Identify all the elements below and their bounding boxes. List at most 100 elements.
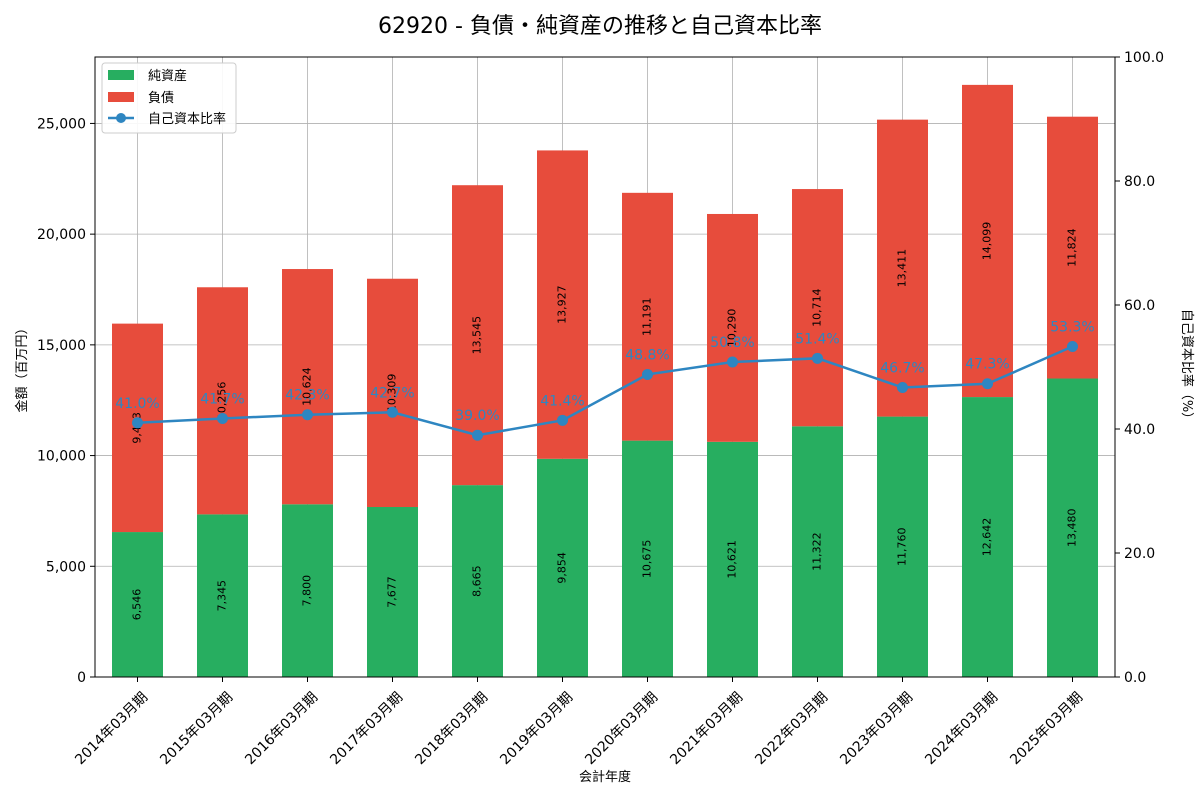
ratio-value-label: 42.3%: [285, 388, 329, 404]
ratio-point: [557, 414, 568, 426]
bar-net-assets: [197, 514, 248, 677]
legend-swatch-ratio-marker: [116, 113, 126, 123]
bar-value-label-net-assets: 7,677: [386, 576, 399, 608]
chart-title: 62920 - 負債・純資産の推移と自己資本比率: [378, 14, 822, 39]
bar-net-assets: [282, 504, 333, 677]
bar-liabilities: [877, 119, 928, 417]
bar-value-label-net-assets: 8,665: [471, 565, 484, 597]
ratio-value-label: 41.7%: [200, 391, 244, 407]
bar-liabilities: [962, 84, 1013, 398]
ratio-value-label: 39.0%: [455, 408, 499, 424]
bar-net-assets: [112, 532, 163, 677]
x-axis-label: 会計年度: [579, 769, 631, 785]
bar-liabilities: [622, 192, 673, 441]
bar-value-label-net-assets: 12,642: [981, 518, 994, 557]
bar-value-label-net-assets: 7,800: [301, 575, 314, 607]
ratio-value-label: 51.4%: [795, 331, 839, 347]
bar-value-label-net-assets: 9,854: [556, 552, 569, 584]
legend-box: [101, 62, 237, 134]
y-tick-label: 0: [77, 670, 86, 686]
ratio-value-label: 50.8%: [710, 335, 754, 351]
x-tick-label: 2024年03月期: [922, 689, 1001, 768]
x-tick-label: 2020年03月期: [582, 689, 661, 768]
bar-value-label-net-assets: 11,760: [896, 528, 909, 567]
bar-liabilities: [367, 278, 418, 508]
bar-value-label-net-assets: 11,322: [811, 532, 824, 571]
bar-net-assets: [1047, 378, 1098, 677]
ratio-value-label: 46.7%: [880, 360, 924, 376]
bar-value-label-liabilities: 11,191: [641, 297, 654, 336]
y-tick-label: 20,000: [37, 227, 86, 243]
y2-tick-label: 20.0: [1124, 546, 1155, 562]
bar-net-assets: [452, 485, 503, 677]
bar-net-assets: [537, 458, 588, 677]
y2-tick-label: 40.0: [1124, 422, 1155, 438]
bar-value-label-liabilities: 13,545: [471, 316, 484, 355]
bar-value-label-liabilities: 13,411: [896, 249, 909, 288]
bar-value-label-liabilities: 11,824: [1066, 228, 1079, 267]
ratio-value-label: 48.8%: [625, 347, 669, 363]
x-tick-label: 2014年03月期: [72, 689, 151, 768]
y2-tick-label: 80.0: [1124, 174, 1155, 190]
bar-value-label-net-assets: 13,480: [1066, 509, 1079, 548]
ratio-value-label: 47.3%: [965, 357, 1009, 373]
bar-net-assets: [962, 397, 1013, 677]
ratio-point: [132, 417, 143, 429]
bar-liabilities: [1047, 116, 1098, 379]
bar-value-label-liabilities: 10,256: [216, 382, 229, 421]
y2-tick-label: 100.0: [1124, 50, 1164, 66]
ratio-line-layer: 41.0% 41.7% 42.3% 42.7% 39.0% 41.4% 48.8% 50.8%…: [115, 320, 1095, 441]
x-tick-label: 2017年03月期: [327, 689, 406, 768]
bar-liabilities: [197, 287, 248, 515]
y-axis-label: 金額（百万円）: [14, 321, 30, 412]
ratio-line: [137, 345, 1074, 437]
legend-swatch-liabilities: [108, 92, 134, 102]
y-tick-label: 25,000: [37, 116, 86, 132]
bar-net-assets: [707, 441, 758, 677]
bar-value-label-net-assets: 7,345: [216, 580, 229, 612]
x-tick-label: 2019年03月期: [497, 689, 576, 768]
bar-net-assets: [367, 507, 418, 677]
ratio-point: [387, 406, 398, 418]
x-tick-label: 2015年03月期: [157, 689, 236, 768]
bar-liabilities: [282, 269, 333, 505]
y-tick-label: 5,000: [46, 559, 86, 575]
bar-value-label-liabilities: 10,309: [386, 374, 399, 413]
ratio-point: [642, 368, 653, 380]
ratio-point: [812, 352, 823, 364]
ratio-point: [1067, 341, 1078, 353]
bar-value-label-liabilities: 10,714: [811, 288, 824, 327]
bar-value-label-liabilities: 10,290: [726, 309, 739, 348]
y-tick-label: 15,000: [37, 338, 86, 354]
legend-label-liabilities: 負債: [148, 91, 174, 106]
ratio-point: [217, 412, 228, 424]
x-tick-label: 2016年03月期: [242, 689, 321, 768]
y2-axis-label: 自己資本比率（%）: [1179, 309, 1195, 425]
x-tick-label: 2023年03月期: [837, 689, 916, 768]
bar-value-label-net-assets: 10,675: [641, 540, 654, 579]
bar-liabilities: [537, 150, 588, 459]
ratio-value-label: 53.3%: [1050, 320, 1094, 336]
bar-net-assets: [622, 440, 673, 677]
ratio-point: [897, 381, 908, 393]
bar-value-label-liabilities: 13,927: [556, 285, 569, 324]
legend-label-net-assets: 純資産: [148, 68, 187, 84]
x-tick-label: 2021年03月期: [667, 689, 746, 768]
bar-labels: 6,5469,4137,34510,2567,80010,6247,67710,…: [131, 222, 1079, 621]
y2-tick-label: 60.0: [1124, 298, 1155, 314]
x-tick-label: 2025年03月期: [1007, 689, 1086, 768]
ratio-value-label: 41.0%: [115, 396, 159, 412]
y2-tick-label: 0.0: [1124, 670, 1146, 686]
ratio-point: [727, 356, 738, 368]
bar-liabilities: [707, 213, 758, 442]
y-tick-label: 10,000: [37, 449, 86, 465]
x-tick-label: 2022年03月期: [752, 689, 831, 768]
bar-net-assets: [877, 416, 928, 677]
bar-liabilities: [792, 189, 843, 427]
bar-value-label-net-assets: 6,546: [131, 589, 144, 621]
ratio-point: [472, 429, 483, 441]
bars: [112, 84, 1098, 677]
ratio-value-label: 41.4%: [540, 393, 584, 409]
